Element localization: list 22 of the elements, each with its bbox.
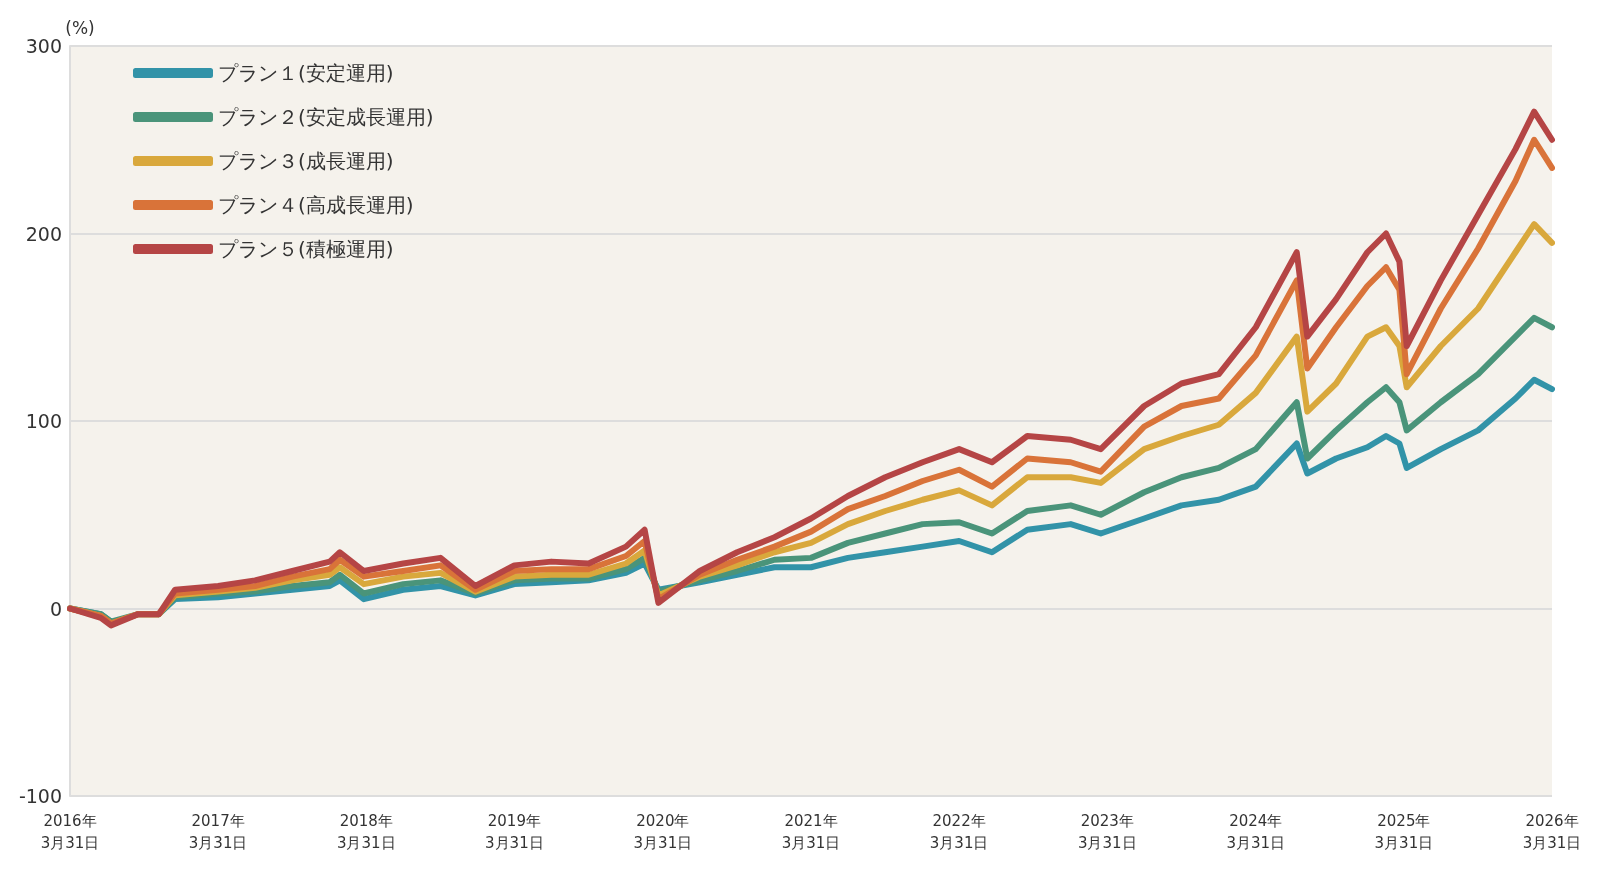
x-tick-label: 2018年 3月31日 bbox=[336, 812, 396, 852]
y-tick-label: 200 bbox=[25, 222, 62, 245]
legend-label: プラン３(成長運用) bbox=[218, 149, 394, 173]
x-tick-label: 2025年 3月31日 bbox=[1374, 812, 1434, 852]
x-tick-label: 2021年 3月31日 bbox=[781, 812, 841, 852]
y-tick-label: 300 bbox=[25, 35, 62, 57]
legend-label: プラン５(積極運用) bbox=[218, 237, 394, 261]
y-tick-label: 0 bbox=[49, 597, 62, 620]
legend-label: プラン４(高成長運用) bbox=[218, 193, 414, 217]
x-tick-label: 2017年 3月31日 bbox=[188, 812, 248, 852]
y-tick-label: -100 bbox=[18, 785, 62, 807]
x-tick-label: 2026年 3月31日 bbox=[1522, 812, 1582, 852]
legend-label: プラン１(安定運用) bbox=[218, 61, 394, 85]
x-tick-label: 2019年 3月31日 bbox=[485, 812, 544, 852]
x-tick-label: 2020年 3月31日 bbox=[633, 812, 693, 852]
x-tick-label: 2024年 3月31日 bbox=[1226, 812, 1286, 852]
y-tick-label: 100 bbox=[25, 410, 62, 432]
x-tick-label: 2023年 3月31日 bbox=[1077, 812, 1137, 852]
y-axis-title: (%) bbox=[65, 17, 95, 38]
legend-label: プラン２(安定成長運用) bbox=[218, 105, 434, 129]
x-tick-label: 2022年 3月31日 bbox=[929, 812, 989, 852]
x-tick-label: 2016年 3月31日 bbox=[40, 812, 100, 852]
